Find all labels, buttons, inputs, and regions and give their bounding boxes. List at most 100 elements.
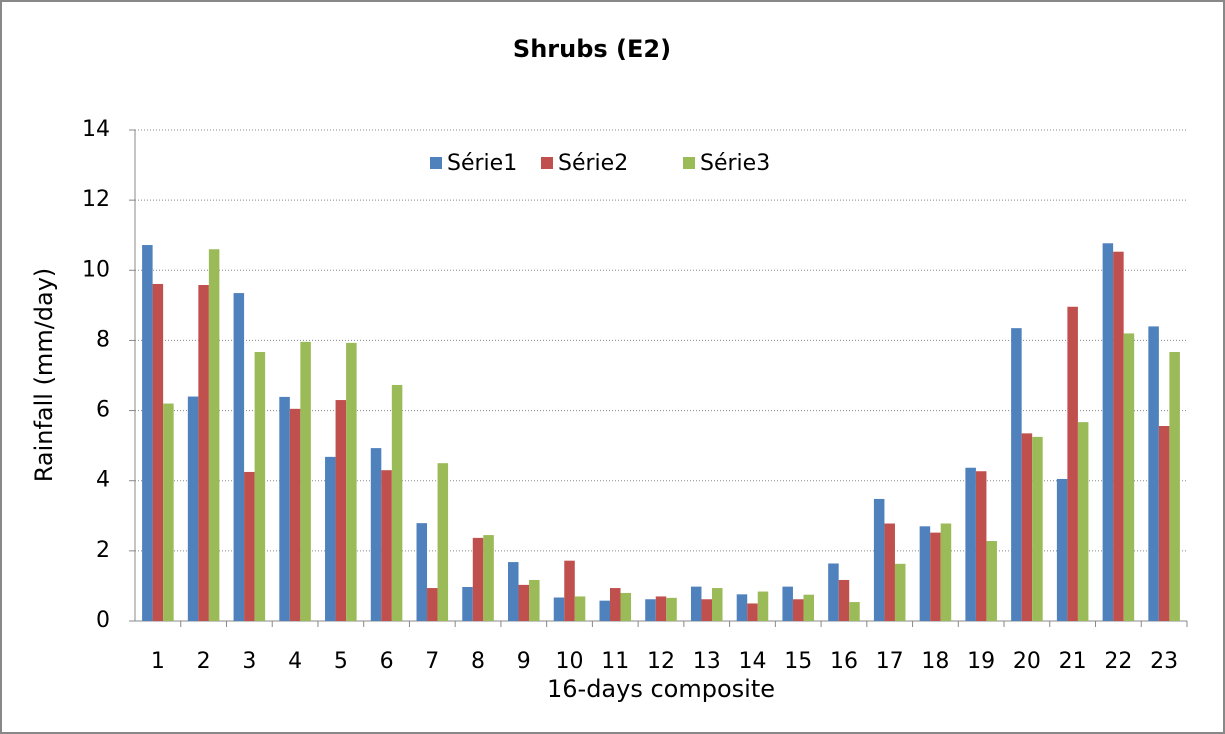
bar [391, 384, 403, 621]
bar [483, 535, 494, 621]
bar [553, 597, 565, 621]
y-tick-label: 12 [82, 187, 110, 212]
bar [163, 403, 174, 621]
legend-swatch [430, 157, 442, 169]
bar [1123, 333, 1135, 621]
bar [701, 599, 712, 621]
x-tick-label: 6 [380, 649, 394, 674]
bar [187, 396, 199, 621]
bar [599, 600, 611, 621]
bar [1158, 426, 1170, 621]
x-tick-label: 20 [1013, 649, 1041, 674]
bar [986, 541, 997, 621]
bar [930, 532, 941, 621]
bar [1056, 478, 1068, 621]
x-tick-label: 13 [693, 649, 721, 674]
bar [335, 400, 347, 621]
bar [838, 579, 850, 621]
x-tick-label: 22 [1104, 649, 1132, 674]
x-tick-label: 12 [647, 649, 675, 674]
bar [289, 408, 301, 621]
bar [381, 470, 392, 621]
x-tick-label: 7 [425, 649, 439, 674]
bar [198, 285, 209, 621]
bar [1169, 352, 1180, 621]
y-tick-label: 14 [82, 117, 110, 142]
bar [666, 597, 677, 621]
x-tick-label: 1 [151, 649, 165, 674]
bar [884, 523, 895, 621]
bar [564, 560, 575, 621]
x-tick-label: 5 [334, 649, 348, 674]
x-tick-label: 19 [967, 649, 995, 674]
bar [873, 498, 885, 621]
y-tick-label: 6 [96, 398, 110, 423]
bar [645, 599, 656, 621]
bar [244, 471, 255, 621]
x-tick-label: 23 [1150, 649, 1178, 674]
bar [529, 579, 540, 621]
bar [792, 599, 804, 621]
bar [416, 523, 428, 621]
bar [711, 588, 723, 621]
bar [940, 523, 952, 621]
x-tick-label: 3 [242, 649, 256, 674]
x-tick-label: 16 [830, 649, 858, 674]
x-tick-label: 14 [738, 649, 766, 674]
x-tick-label: 2 [197, 649, 211, 674]
bar [919, 526, 931, 621]
bar [782, 586, 793, 621]
x-tick-label: 9 [517, 649, 531, 674]
bar [1102, 243, 1114, 622]
bar [965, 467, 976, 621]
bar [254, 352, 266, 621]
bar [610, 588, 621, 621]
bar [300, 341, 311, 621]
bar [518, 584, 530, 621]
bar [370, 448, 382, 621]
bar [747, 603, 758, 621]
bar [1067, 306, 1078, 621]
y-tick-label: 8 [96, 327, 110, 352]
y-tick-label: 0 [96, 608, 110, 633]
x-tick-label: 17 [876, 649, 904, 674]
bar [325, 456, 336, 621]
x-tick-label: 11 [601, 649, 629, 674]
bar [142, 245, 153, 621]
y-tick-label: 10 [82, 257, 110, 282]
bar [1011, 328, 1022, 621]
bar [574, 596, 586, 621]
x-tick-label: 21 [1059, 649, 1087, 674]
bar [208, 249, 220, 621]
legend-label: Série1 [447, 151, 517, 176]
x-tick-label: 4 [288, 649, 302, 674]
bar [462, 586, 473, 621]
bar [620, 592, 632, 621]
y-axis-title: Rainfall (mm/day) [30, 268, 58, 483]
bar [849, 602, 860, 621]
chart-title: Shrubs (E2) [513, 35, 671, 63]
bar [975, 471, 987, 621]
x-axis-title: 16-days composite [547, 675, 775, 703]
legend-swatch [541, 157, 553, 169]
bar [1077, 422, 1089, 621]
bar [1113, 251, 1124, 621]
bar [690, 586, 702, 621]
legend-swatch [683, 157, 695, 169]
bar [828, 563, 839, 621]
bar [346, 342, 357, 621]
legend-label: Série2 [558, 151, 628, 176]
bar [736, 594, 748, 621]
bar [279, 396, 290, 621]
bar [152, 283, 164, 621]
legend-label: Série3 [700, 151, 770, 176]
bar [1032, 436, 1043, 621]
bar [437, 463, 449, 621]
bar [757, 591, 769, 621]
bar [472, 537, 484, 621]
bar [1148, 326, 1159, 621]
bar [655, 596, 667, 621]
bar [803, 594, 814, 621]
